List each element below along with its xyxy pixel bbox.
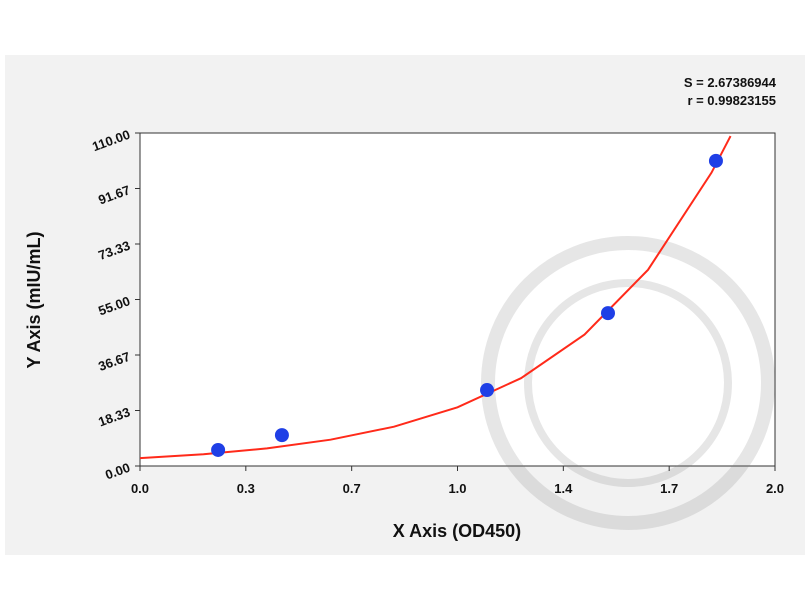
data-point — [480, 383, 495, 398]
x-axis-title: X Axis (OD450) — [393, 521, 521, 541]
data-point — [600, 306, 615, 321]
data-point — [211, 442, 226, 457]
plot-area — [139, 132, 776, 467]
x-tick-label: 1.4 — [554, 481, 573, 496]
x-tick-label: 2.0 — [766, 481, 784, 496]
x-tick-label: 1.7 — [660, 481, 678, 496]
annotation: S = 2.67386944 — [684, 75, 777, 90]
watermark — [481, 236, 775, 530]
x-tick-label: 0.0 — [131, 481, 149, 496]
x-tick-label: 0.7 — [343, 481, 361, 496]
x-tick-label: 1.0 — [448, 481, 466, 496]
annotation: r = 0.99823155 — [687, 93, 776, 108]
data-point — [708, 153, 723, 168]
fit-curve — [140, 135, 732, 460]
data-point — [274, 428, 289, 443]
y-axis-title: Y Axis (mIU/mL) — [24, 231, 44, 368]
x-tick-label: 0.3 — [237, 481, 255, 496]
